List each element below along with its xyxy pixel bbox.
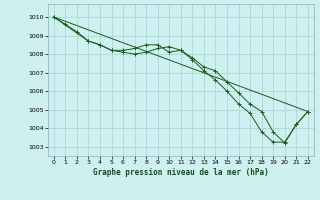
X-axis label: Graphe pression niveau de la mer (hPa): Graphe pression niveau de la mer (hPa) (93, 168, 269, 177)
